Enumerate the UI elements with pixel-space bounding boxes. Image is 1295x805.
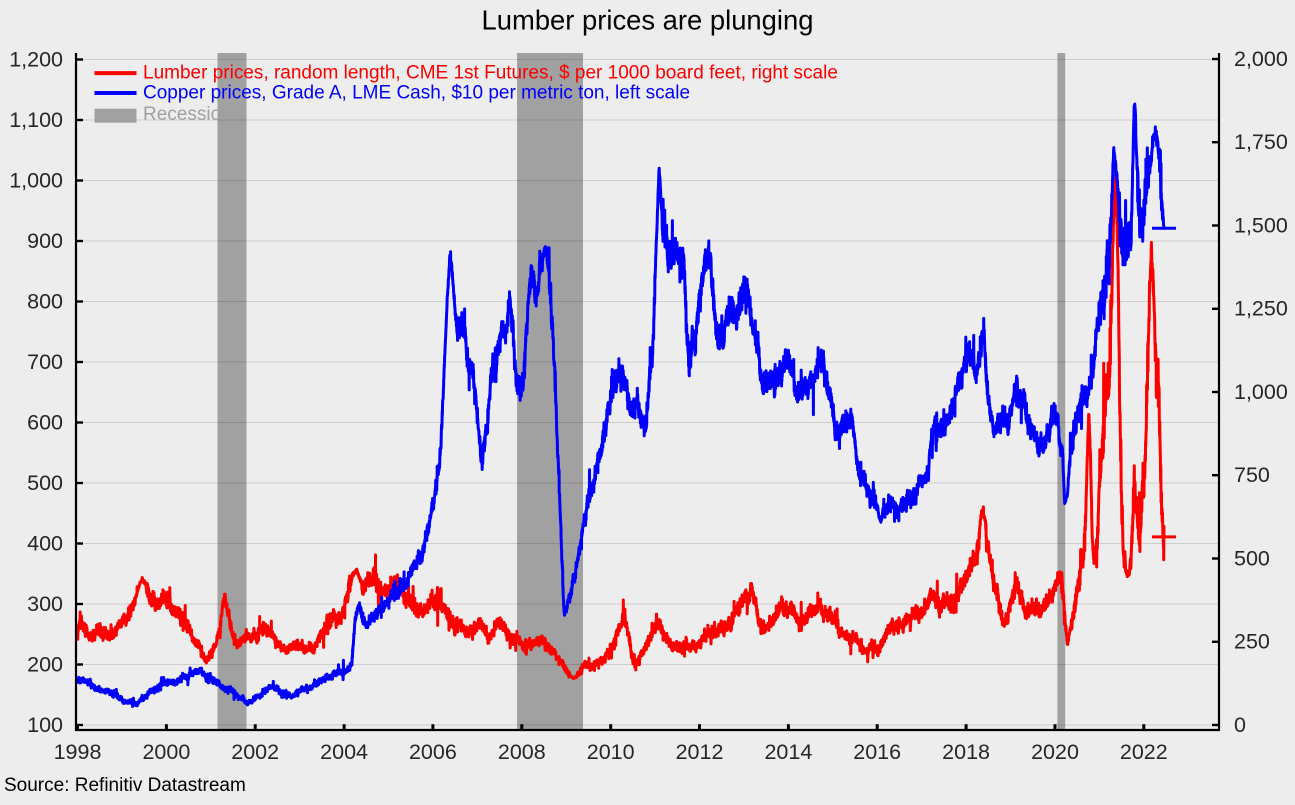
svg-text:2010: 2010 <box>587 740 635 764</box>
svg-text:800: 800 <box>27 289 63 313</box>
svg-text:Recession: Recession <box>143 104 232 125</box>
svg-text:1998: 1998 <box>54 740 102 764</box>
svg-text:100: 100 <box>27 713 63 737</box>
svg-text:600: 600 <box>27 410 63 434</box>
svg-text:500: 500 <box>1234 546 1270 570</box>
svg-text:2016: 2016 <box>853 740 901 764</box>
svg-text:2,000: 2,000 <box>1234 47 1288 71</box>
svg-text:300: 300 <box>27 592 63 616</box>
svg-text:1,100: 1,100 <box>9 108 63 132</box>
svg-text:250: 250 <box>1234 630 1270 654</box>
svg-text:750: 750 <box>1234 463 1270 487</box>
svg-text:1,500: 1,500 <box>1234 213 1288 237</box>
svg-text:1,200: 1,200 <box>9 47 63 71</box>
svg-text:200: 200 <box>27 652 63 676</box>
svg-text:500: 500 <box>27 471 63 495</box>
svg-text:400: 400 <box>27 531 63 555</box>
svg-text:1,250: 1,250 <box>1234 297 1288 321</box>
svg-text:2000: 2000 <box>142 740 190 764</box>
svg-text:2022: 2022 <box>1120 740 1168 764</box>
svg-text:Source: Refinitiv Datastream: Source: Refinitiv Datastream <box>4 775 246 796</box>
svg-text:0: 0 <box>1234 713 1246 737</box>
svg-text:1,750: 1,750 <box>1234 130 1288 154</box>
svg-text:2008: 2008 <box>498 740 546 764</box>
svg-text:2018: 2018 <box>942 740 990 764</box>
svg-text:2002: 2002 <box>231 740 279 764</box>
svg-text:Copper prices, Grade A, LME Ca: Copper prices, Grade A, LME Cash, $10 pe… <box>143 83 690 104</box>
svg-text:700: 700 <box>27 350 63 374</box>
svg-text:2004: 2004 <box>320 740 368 764</box>
svg-text:900: 900 <box>27 229 63 253</box>
svg-text:2006: 2006 <box>409 740 457 764</box>
svg-text:2020: 2020 <box>1031 740 1079 764</box>
svg-text:2012: 2012 <box>676 740 724 764</box>
svg-text:Lumber prices, random length,: Lumber prices, random length, CME 1st Fu… <box>143 63 838 84</box>
svg-text:2014: 2014 <box>764 740 812 764</box>
svg-text:Lumber prices are plunging: Lumber prices are plunging <box>482 5 814 36</box>
svg-text:1,000: 1,000 <box>1234 380 1288 404</box>
svg-text:1,000: 1,000 <box>9 168 63 192</box>
